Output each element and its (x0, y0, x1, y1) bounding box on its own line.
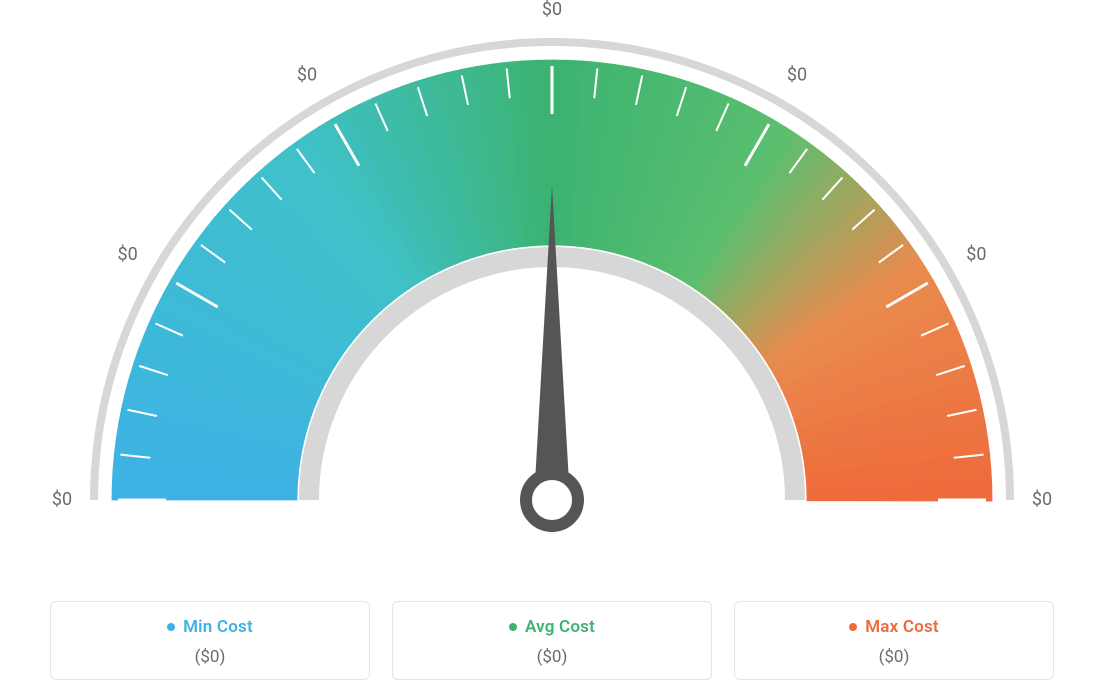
legend-dot-min (167, 623, 175, 631)
legend-title-min: Min Cost (167, 617, 253, 637)
legend-value-max: ($0) (745, 647, 1043, 667)
gauge-tick-label: $0 (966, 244, 986, 265)
legend-title-avg: Avg Cost (509, 617, 595, 637)
legend-card-avg: Avg Cost ($0) (392, 601, 712, 680)
gauge-tick-label: $0 (297, 64, 317, 85)
legend-value-avg: ($0) (403, 647, 701, 667)
gauge-tick-label: $0 (542, 0, 562, 20)
gauge-tick-label: $0 (1032, 489, 1052, 510)
gauge-area: $0 $0 $0 $0 $0 $0 $0 (52, 0, 1052, 560)
legend-label-max: Max Cost (865, 617, 939, 637)
legend-dot-max (849, 623, 857, 631)
gauge-chart-container: $0 $0 $0 $0 $0 $0 $0 Min Cost ($0) Avg Cost ($… (0, 0, 1104, 690)
legend-card-max: Max Cost ($0) (734, 601, 1054, 680)
gauge-tick-label: $0 (52, 489, 72, 510)
legend-card-min: Min Cost ($0) (50, 601, 370, 680)
gauge-hub (526, 474, 578, 526)
legend-dot-avg (509, 623, 517, 631)
legend-value-min: ($0) (61, 647, 359, 667)
gauge-tick-label: $0 (787, 64, 807, 85)
legend-row: Min Cost ($0) Avg Cost ($0) Max Cost ($0… (50, 601, 1054, 680)
legend-label-min: Min Cost (183, 617, 253, 637)
gauge-svg: $0 $0 $0 $0 $0 $0 $0 (52, 0, 1052, 560)
gauge-tick-label: $0 (118, 244, 138, 265)
legend-label-avg: Avg Cost (525, 617, 595, 637)
legend-title-max: Max Cost (849, 617, 939, 637)
